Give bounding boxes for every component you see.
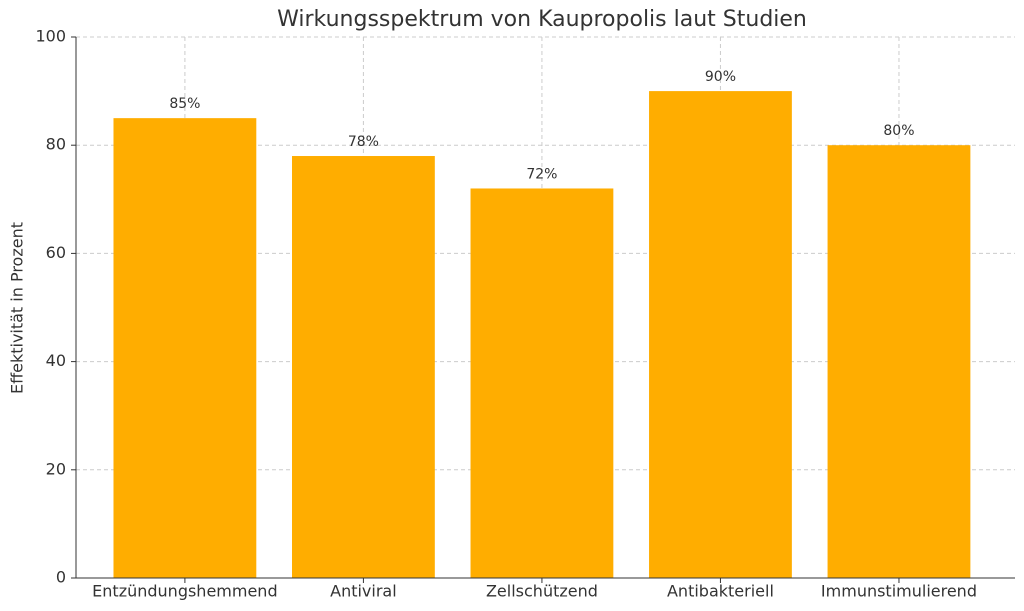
y-tick-label: 20 xyxy=(46,459,66,478)
bar xyxy=(827,145,971,578)
bar xyxy=(470,188,614,579)
x-tick-label: Antiviral xyxy=(330,582,397,601)
value-label: 90% xyxy=(705,69,736,85)
y-axis-label: Effektivität in Prozent xyxy=(8,222,27,394)
y-tick-label: 80 xyxy=(46,135,66,154)
bar xyxy=(292,156,435,578)
y-tick-label: 0 xyxy=(56,568,66,587)
bar xyxy=(649,91,792,578)
x-tick-label: Antibakteriell xyxy=(667,582,774,601)
y-tick-label: 100 xyxy=(35,27,66,46)
x-tick-label: Immunstimulierend xyxy=(821,582,977,601)
value-label: 85% xyxy=(169,96,200,112)
y-tick-label: 60 xyxy=(46,243,66,262)
x-tick-label: Entzündungshemmend xyxy=(92,582,277,601)
value-label: 72% xyxy=(526,166,557,182)
chart-title: Wirkungsspektrum von Kaupropolis laut St… xyxy=(277,7,807,32)
bar xyxy=(113,118,257,579)
value-label: 78% xyxy=(348,134,379,150)
y-tick-label: 40 xyxy=(46,351,66,370)
x-tick-label: Zellschützend xyxy=(486,582,598,601)
value-label: 80% xyxy=(883,123,914,139)
